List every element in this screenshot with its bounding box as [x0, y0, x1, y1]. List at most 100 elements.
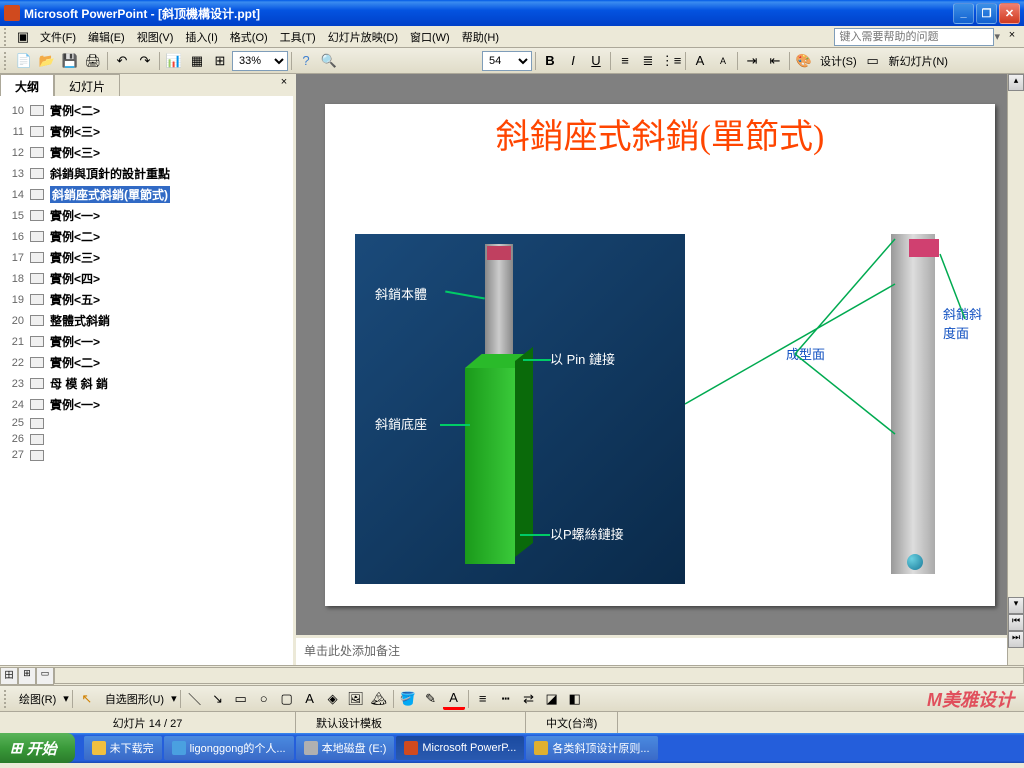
- table-icon[interactable]: ▦: [186, 50, 208, 72]
- menu-file[interactable]: 文件(F): [34, 27, 82, 47]
- help-dropdown-icon[interactable]: ▾: [994, 30, 1000, 43]
- close-button[interactable]: ✕: [999, 3, 1020, 24]
- app-menu-icon[interactable]: ▣: [12, 26, 34, 48]
- pane-close-icon[interactable]: ×: [275, 74, 293, 96]
- start-button[interactable]: ⊞ 开始: [0, 733, 75, 763]
- toolbar-handle[interactable]: [4, 690, 10, 708]
- arrow-icon[interactable]: ↘: [207, 688, 229, 710]
- shadow-icon[interactable]: ◪: [541, 688, 563, 710]
- doc-close-button[interactable]: ×: [1004, 29, 1020, 45]
- normal-view-icon[interactable]: 田: [0, 667, 18, 685]
- outline-item[interactable]: 27: [2, 447, 291, 463]
- outline-item[interactable]: 25: [2, 415, 291, 431]
- save-icon[interactable]: 💾: [59, 50, 81, 72]
- taskbar-item[interactable]: ligonggong的个人...: [164, 736, 294, 760]
- new-icon[interactable]: 📄: [13, 50, 35, 72]
- rectangle-icon[interactable]: ▭: [230, 688, 252, 710]
- diagram-icon[interactable]: ◈: [322, 688, 344, 710]
- outline-item[interactable]: 12 實例<三>: [2, 142, 291, 163]
- bold-button[interactable]: B: [539, 50, 561, 72]
- clipart-icon[interactable]: 🖼: [345, 688, 367, 710]
- design-icon[interactable]: 🎨: [793, 50, 815, 72]
- oval-icon[interactable]: ○: [253, 688, 275, 710]
- outline-item[interactable]: 24 實例<一>: [2, 394, 291, 415]
- italic-button[interactable]: I: [562, 50, 584, 72]
- outline-item[interactable]: 13 斜銷與頂針的設計重點: [2, 163, 291, 184]
- wordart-icon[interactable]: A: [299, 688, 321, 710]
- menu-insert[interactable]: 插入(I): [179, 27, 223, 47]
- line-style-icon[interactable]: ≡: [472, 688, 494, 710]
- outline-item[interactable]: 11 實例<三>: [2, 121, 291, 142]
- 3d-icon[interactable]: ◧: [564, 688, 586, 710]
- tab-slides[interactable]: 幻灯片: [54, 74, 120, 96]
- outline-item[interactable]: 14 斜銷座式斜銷(單節式): [2, 184, 291, 205]
- picture-icon[interactable]: 🏔: [368, 688, 390, 710]
- dash-style-icon[interactable]: ┅: [495, 688, 517, 710]
- redo-icon[interactable]: ↷: [134, 50, 156, 72]
- new-slide-button[interactable]: 新幻灯片(N): [885, 53, 952, 69]
- select-arrow-icon[interactable]: ↖: [76, 688, 98, 710]
- taskbar-item[interactable]: 本地磁盘 (E:): [296, 736, 395, 760]
- autoshapes-menu[interactable]: 自选图形(U): [99, 691, 170, 707]
- design-button[interactable]: 设计(S): [816, 53, 861, 69]
- toolbar-handle[interactable]: [4, 52, 10, 70]
- notes-pane[interactable]: 单击此处添加备注: [296, 635, 1024, 665]
- chart-icon[interactable]: 📊: [163, 50, 185, 72]
- outline-item[interactable]: 26: [2, 431, 291, 447]
- menu-window[interactable]: 窗口(W): [404, 27, 456, 47]
- align-center-icon[interactable]: ≣: [637, 50, 659, 72]
- help-icon[interactable]: ?: [295, 50, 317, 72]
- minimize-button[interactable]: _: [953, 3, 974, 24]
- maximize-button[interactable]: ❐: [976, 3, 997, 24]
- outline-item[interactable]: 17 實例<三>: [2, 247, 291, 268]
- slideshow-view-icon[interactable]: ▭: [36, 667, 54, 685]
- draw-menu[interactable]: 绘图(R): [13, 691, 62, 707]
- textbox-icon[interactable]: ▢: [276, 688, 298, 710]
- line-color-icon[interactable]: ✎: [420, 688, 442, 710]
- underline-button[interactable]: U: [585, 50, 607, 72]
- toolbar-handle[interactable]: [4, 28, 10, 46]
- menu-help[interactable]: 帮助(H): [456, 27, 505, 47]
- tab-outline[interactable]: 大纲: [0, 74, 54, 96]
- print-icon[interactable]: 🖨: [82, 50, 104, 72]
- menu-slideshow[interactable]: 幻灯片放映(D): [322, 27, 404, 47]
- new-slide-icon[interactable]: ▭: [862, 50, 884, 72]
- vertical-scrollbar[interactable]: ▴ ▾ ⏮ ⏭: [1007, 74, 1024, 665]
- slide-canvas[interactable]: 斜銷座式斜銷(單節式) 斜銷本體 以 Pin 鏈接 斜銷底座 以P螺絲鏈接: [296, 74, 1024, 635]
- outdent-icon[interactable]: ⇤: [764, 50, 786, 72]
- font-shrink-icon[interactable]: A: [712, 50, 734, 72]
- outline-item[interactable]: 19 實例<五>: [2, 289, 291, 310]
- outline-item[interactable]: 23 母 模 斜 銷: [2, 373, 291, 394]
- bullets-icon[interactable]: ⋮≡: [660, 50, 682, 72]
- fill-color-icon[interactable]: 🪣: [397, 688, 419, 710]
- horizontal-scrollbar[interactable]: [54, 667, 1024, 684]
- outline-item[interactable]: 21 實例<一>: [2, 331, 291, 352]
- font-grow-icon[interactable]: A: [689, 50, 711, 72]
- outline-item[interactable]: 16 實例<二>: [2, 226, 291, 247]
- indent-icon[interactable]: ⇥: [741, 50, 763, 72]
- help-search-input[interactable]: [834, 28, 994, 46]
- menu-edit[interactable]: 编辑(E): [82, 27, 131, 47]
- outline-item[interactable]: 22 實例<二>: [2, 352, 291, 373]
- sorter-view-icon[interactable]: ⊞: [18, 667, 36, 685]
- zoom-combo[interactable]: 33%: [232, 51, 288, 71]
- outline-item[interactable]: 20 整體式斜銷: [2, 310, 291, 331]
- undo-icon[interactable]: ↶: [111, 50, 133, 72]
- open-icon[interactable]: 📂: [36, 50, 58, 72]
- menu-format[interactable]: 格式(O): [224, 27, 274, 47]
- taskbar-item[interactable]: 未下载完: [84, 736, 162, 760]
- align-left-icon[interactable]: ≡: [614, 50, 636, 72]
- line-icon[interactable]: ＼: [184, 688, 206, 710]
- grid-icon[interactable]: ⊞: [209, 50, 231, 72]
- outline-item[interactable]: 15 實例<一>: [2, 205, 291, 226]
- outline-item[interactable]: 18 實例<四>: [2, 268, 291, 289]
- outline-item[interactable]: 10 實例<二>: [2, 100, 291, 121]
- arrow-style-icon[interactable]: ⇄: [518, 688, 540, 710]
- taskbar-item-active[interactable]: Microsoft PowerP...: [396, 736, 524, 760]
- font-color-icon[interactable]: A: [443, 688, 465, 710]
- fontsize-combo[interactable]: 54: [482, 51, 532, 71]
- research-icon[interactable]: 🔍: [318, 50, 340, 72]
- outline-list[interactable]: 10 實例<二>11 實例<三>12 實例<三>13 斜銷與頂針的設計重點14 …: [0, 96, 293, 665]
- menu-tools[interactable]: 工具(T): [274, 27, 322, 47]
- taskbar-item[interactable]: 各类斜顶设计原则...: [526, 736, 657, 760]
